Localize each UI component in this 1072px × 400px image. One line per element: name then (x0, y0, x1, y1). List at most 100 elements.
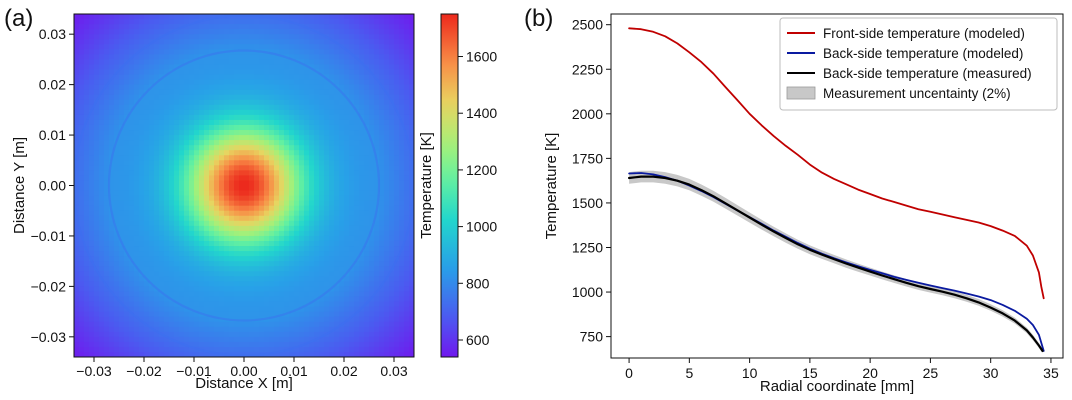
heatmap-cell (224, 301, 230, 308)
heatmap-cell (254, 170, 260, 177)
heatmap-cell (144, 331, 150, 338)
heatmap-cell (194, 114, 200, 121)
heatmap-cell (84, 311, 90, 318)
heatmap-cell (244, 24, 250, 30)
heatmap-cell (224, 286, 230, 293)
heatmap-cell (389, 170, 395, 177)
heatmap-cell (229, 140, 235, 146)
uncertainty-band (629, 170, 1043, 354)
heatmap-cell (374, 84, 380, 91)
heatmap-cell (179, 109, 185, 116)
heatmap-cell (234, 266, 240, 272)
heatmap-cell (319, 225, 325, 232)
heatmap-cell (394, 230, 400, 237)
heatmap-cell (369, 19, 375, 25)
heatmap-cell (189, 291, 195, 298)
heatmap-cell (79, 215, 85, 222)
heatmap-cell (394, 69, 400, 76)
heatmap-cell (319, 155, 325, 161)
heatmap-cell (394, 124, 400, 131)
heatmap-cell (244, 170, 250, 177)
heatmap-cell (234, 215, 240, 222)
heatmap-cell (164, 251, 170, 257)
heatmap-cell (374, 180, 380, 187)
heatmap-cell (384, 109, 390, 116)
heatmap-cell (319, 119, 325, 126)
heatmap-cell (384, 150, 390, 156)
heatmap-cell (224, 14, 230, 20)
heatmap-cell (84, 316, 90, 323)
heatmap-cell (109, 14, 115, 20)
heatmap-cell (309, 205, 315, 212)
heatmap-cell (164, 19, 170, 25)
heatmap-cell (309, 180, 315, 187)
heatmap-cell (114, 256, 120, 262)
heatmap-cell (179, 281, 185, 287)
heatmap-cell (374, 145, 380, 151)
heatmap-cell (204, 336, 210, 343)
heatmap-cell (94, 266, 100, 272)
heatmap-cell (124, 291, 130, 298)
heatmap-cell (94, 225, 100, 232)
heatmap-cell (139, 276, 145, 282)
heatmap-cell (299, 155, 305, 161)
heatmap-cell (184, 240, 190, 247)
heatmap-cell (124, 49, 130, 55)
legend-frame (779, 17, 1058, 111)
heatmap-cell (214, 311, 220, 318)
heatmap-cell (299, 109, 305, 116)
heatmap-cell (149, 200, 155, 207)
heatmap-cell (309, 24, 315, 30)
heatmap-cell (139, 261, 145, 267)
heatmap-cell (224, 44, 230, 50)
heatmap-cell (174, 341, 180, 348)
heatmap-cell (319, 185, 325, 192)
heatmap-cell (409, 44, 414, 50)
heatmap-cell (164, 104, 170, 111)
heatmap-cell (224, 230, 230, 237)
heatmap-cell (314, 266, 320, 272)
heatmap-cell (204, 235, 210, 242)
heatmap-cell (334, 124, 340, 131)
heatmap-y-tick-label: −0.01 (31, 228, 67, 244)
heatmap-cell (79, 351, 85, 357)
heatmap-cell (209, 291, 215, 298)
heatmap-cell (359, 266, 365, 272)
heatmap-cell (209, 271, 215, 277)
heatmap-cell (124, 170, 130, 177)
heatmap-cell (84, 271, 90, 277)
heatmap-cell (149, 286, 155, 293)
heatmap-cell (229, 74, 235, 81)
heatmap-cell (94, 331, 100, 338)
heatmap-cell (364, 89, 370, 96)
heatmap-cell (334, 160, 340, 166)
heatmap-cell (254, 180, 260, 187)
heatmap-cell (129, 160, 135, 166)
heatmap-cell (214, 155, 220, 161)
heatmap-cell (214, 59, 220, 66)
heatmap-cell (239, 84, 245, 91)
heatmap-cell (209, 235, 215, 242)
heatmap-cell (389, 14, 395, 20)
heatmap-cell (104, 291, 110, 298)
heatmap-cell (189, 44, 195, 50)
heatmap-cell (124, 79, 130, 86)
heatmap-cell (364, 124, 370, 131)
heatmap-cell (234, 351, 240, 357)
heatmap-cell (289, 160, 295, 166)
heatmap-cell (389, 215, 395, 222)
heatmap-cell (214, 246, 220, 252)
heatmap-cell (324, 89, 330, 96)
heatmap-cell (99, 271, 105, 277)
heatmap-cell (114, 195, 120, 202)
heatmap-cell (89, 326, 95, 333)
heatmap-cell (109, 135, 115, 141)
heatmap-cell (379, 39, 385, 45)
heatmap-cell (204, 301, 210, 308)
heatmap-cell (254, 246, 260, 252)
heatmap-cell (89, 316, 95, 323)
heatmap-cell (114, 185, 120, 192)
heatmap-cell (349, 145, 355, 151)
heatmap-cell (84, 240, 90, 247)
heatmap-cell (179, 205, 185, 212)
